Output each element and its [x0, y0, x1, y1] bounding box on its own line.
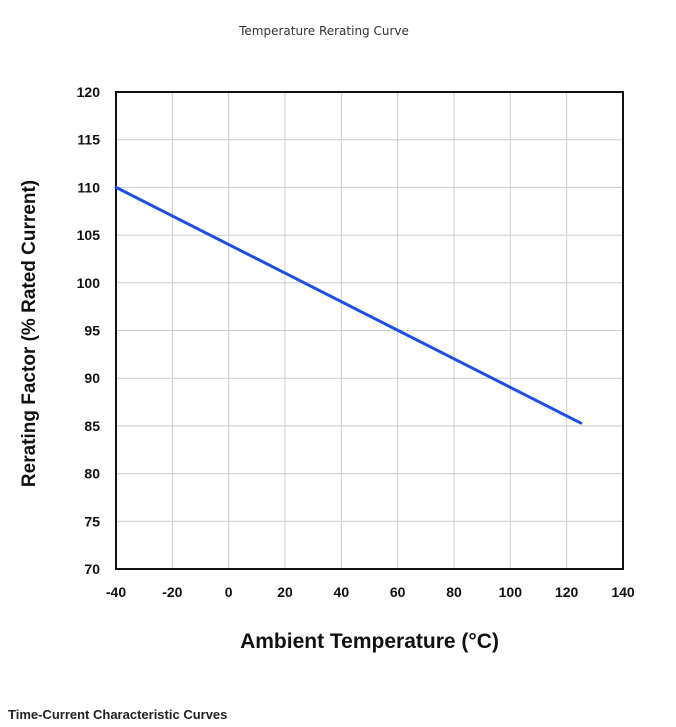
y-tick-label: 75 [84, 513, 100, 529]
x-tick-label: 140 [611, 584, 635, 600]
x-tick-label: 120 [555, 584, 579, 600]
x-tick-label: 100 [499, 584, 523, 600]
x-axis-title: Ambient Temperature (°C) [240, 630, 499, 653]
y-tick-labels: 70 75 80 85 90 95 100 105 110 115 120 [77, 84, 101, 577]
plot-frame [115, 91, 624, 570]
series-line [114, 185, 583, 425]
x-tick-label: 0 [225, 584, 233, 600]
chart-grid [115, 91, 624, 570]
y-tick-label: 105 [77, 227, 101, 243]
y-tick-label: 70 [84, 561, 100, 577]
x-tick-label: 20 [277, 584, 293, 600]
page-title: Temperature Rerating Curve [239, 24, 409, 38]
x-tick-label: 60 [390, 584, 406, 600]
y-tick-label: 120 [77, 84, 101, 100]
y-tick-label: 80 [84, 466, 100, 482]
x-tick-label: 80 [446, 584, 462, 600]
y-tick-label: 95 [84, 323, 100, 339]
y-tick-label: 100 [77, 275, 101, 291]
y-tick-label: 90 [84, 370, 100, 386]
x-tick-label: 40 [334, 584, 350, 600]
x-tick-label: -20 [162, 584, 182, 600]
x-tick-label: -40 [106, 584, 126, 600]
y-tick-label: 85 [84, 418, 100, 434]
y-axis-title: Rerating Factor (% Rated Current) [19, 180, 40, 487]
rerating-chart: -40 -20 0 20 40 60 80 100 120 140 70 75 80 85 90 95 100… [19, 84, 635, 653]
x-tick-labels: -40 -20 0 20 40 60 80 100 120 140 [106, 584, 635, 600]
y-tick-label: 110 [77, 179, 100, 195]
section-heading: Time-Current Characteristic Curves [8, 707, 228, 722]
y-tick-label: 115 [77, 132, 100, 148]
series-layer [114, 185, 583, 425]
